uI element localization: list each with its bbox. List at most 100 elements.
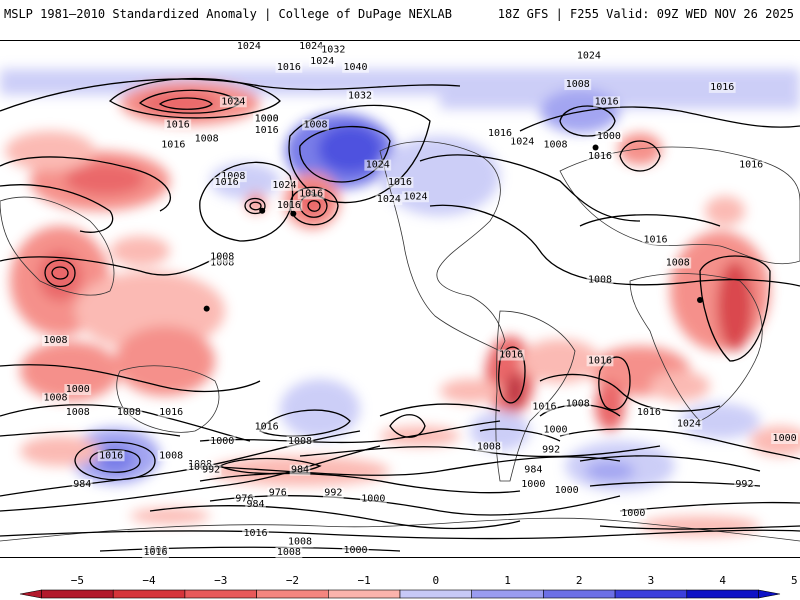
isobar-label-bg (523, 464, 544, 476)
isobar-label: 1024 (299, 41, 323, 52)
chart-title: MSLP 1981–2010 Standardized Anomaly | Co… (4, 7, 452, 21)
isobar-label-bg (375, 194, 403, 206)
isobar-label: 1008 (195, 134, 219, 145)
isobar-label: 1008 (477, 442, 501, 453)
isobar-label: 1016 (255, 125, 279, 136)
colorbar-tick-labels: −5 −4 −3 −2 −1 0 1 2 3 4 5 (71, 574, 798, 587)
colorbar-tick-label: 4 (719, 574, 726, 587)
isobar-label-bg (342, 545, 369, 557)
isobar-label-bg (586, 355, 614, 367)
isobar-label: 992 (202, 465, 220, 476)
colorbar-tick-label: −3 (214, 574, 227, 587)
isobar-line (379, 403, 501, 417)
isobar-line (288, 104, 431, 204)
isobar-line (51, 266, 69, 280)
isobar-label: 1016 (166, 119, 190, 130)
isobar-label: 1016 (161, 139, 185, 150)
isobar-label-bg (564, 79, 592, 91)
isobar-label-bg (531, 401, 558, 413)
isobar-label-bg (402, 191, 429, 203)
isobar-label: 984 (291, 465, 309, 476)
isobar-label: 1016 (388, 177, 412, 188)
isobar-label-bg (245, 499, 266, 511)
antarctica-coast (0, 517, 800, 542)
isobar-label-bg (319, 44, 347, 56)
isobar-line (559, 105, 616, 137)
isobar-line (0, 184, 114, 233)
isobar-label: 1024 (677, 419, 701, 430)
isobar-label-bg (289, 464, 311, 476)
isobar-label: 1008 (210, 252, 234, 263)
isobar-label: 1016 (595, 96, 619, 107)
isobar-label: 1016 (144, 547, 168, 558)
colorbar-svg: −5 −4 −3 −2 −1 0 1 2 3 4 5 (19, 574, 798, 599)
isobar-label: 1008 (288, 537, 312, 548)
isobar-label: 976 (235, 493, 253, 504)
isobar-label-bg (297, 41, 325, 52)
isobar-label: 1000 (210, 436, 234, 447)
isobar-label-bg (664, 257, 692, 269)
isobar-label-bg (542, 139, 569, 151)
isobar-label: 984 (247, 499, 265, 510)
low-center-marker (697, 297, 703, 303)
isobar-line (699, 255, 771, 362)
isobar-label: 1024 (510, 137, 534, 148)
isobar-label: 1016 (637, 407, 661, 418)
colorbar-segment (112, 589, 186, 599)
colorbar: −5 −4 −3 −2 −1 0 1 2 3 4 5 (0, 560, 800, 600)
isobar-line (579, 214, 721, 227)
isobar-label: 1000 (597, 131, 621, 142)
isobar-label: 1016 (159, 407, 183, 418)
isobar-line (199, 472, 521, 494)
isobar-label-bg (219, 171, 247, 183)
isobar-label: 1016 (644, 234, 668, 245)
isobar-line (44, 259, 76, 287)
colorbar-segment (471, 589, 544, 599)
isobar-label-bg (157, 450, 185, 462)
isobar-label: 1008 (288, 436, 312, 447)
isobar-label-bg (213, 176, 241, 188)
isobar-line (389, 414, 426, 438)
isobar-label: 1000 (361, 493, 385, 504)
isobar-label: 1008 (566, 398, 590, 409)
isobar-label: 1008 (44, 335, 68, 346)
isobar-label-bg (593, 96, 621, 108)
isobar-label-bg (42, 335, 69, 347)
isobar-label-bg (553, 484, 581, 496)
isobar-label: 1016 (215, 177, 239, 188)
isobar-label: 1024 (237, 41, 261, 52)
isobar-label-bg (164, 119, 192, 131)
isobar-label: 1008 (117, 407, 141, 418)
isobar-label: 1008 (221, 171, 245, 182)
isobar-label: 1008 (588, 275, 612, 286)
isobar-line (0, 364, 261, 393)
isobar-label: 1000 (188, 462, 212, 473)
isobar-label-bg (302, 119, 329, 131)
isobar-label-bg (308, 56, 336, 68)
isobar-label: 1016 (277, 62, 301, 73)
colorbar-segment (256, 589, 329, 599)
colorbar-tick-label: −1 (358, 574, 371, 587)
isobar-label-bg (323, 487, 344, 499)
colorbar-tick-label: 3 (648, 574, 655, 587)
isobar-label-bg (64, 384, 92, 396)
isobar-label: 1016 (710, 82, 734, 93)
low-center-marker (592, 144, 599, 151)
isobar-label-bg (275, 547, 303, 558)
isobar-label: 1000 (344, 545, 368, 556)
isobar-line (199, 161, 294, 242)
isobar-label-bg (359, 493, 387, 505)
isobar-label-bg (267, 487, 289, 499)
isobar-label: 1016 (588, 355, 612, 366)
isobar-line (599, 525, 800, 530)
south-america-coast (495, 310, 576, 482)
isobar-label: 1040 (344, 62, 368, 73)
isobar-line (598, 356, 631, 411)
isobar-label: 1024 (404, 191, 428, 202)
colorbar-tick-label: 2 (576, 574, 583, 587)
isobar-line (479, 428, 561, 442)
isobar-label-bg (519, 479, 547, 491)
isobar-label-bg (586, 274, 614, 286)
isobar-label: 1032 (348, 91, 372, 102)
isobar-line (559, 428, 800, 460)
